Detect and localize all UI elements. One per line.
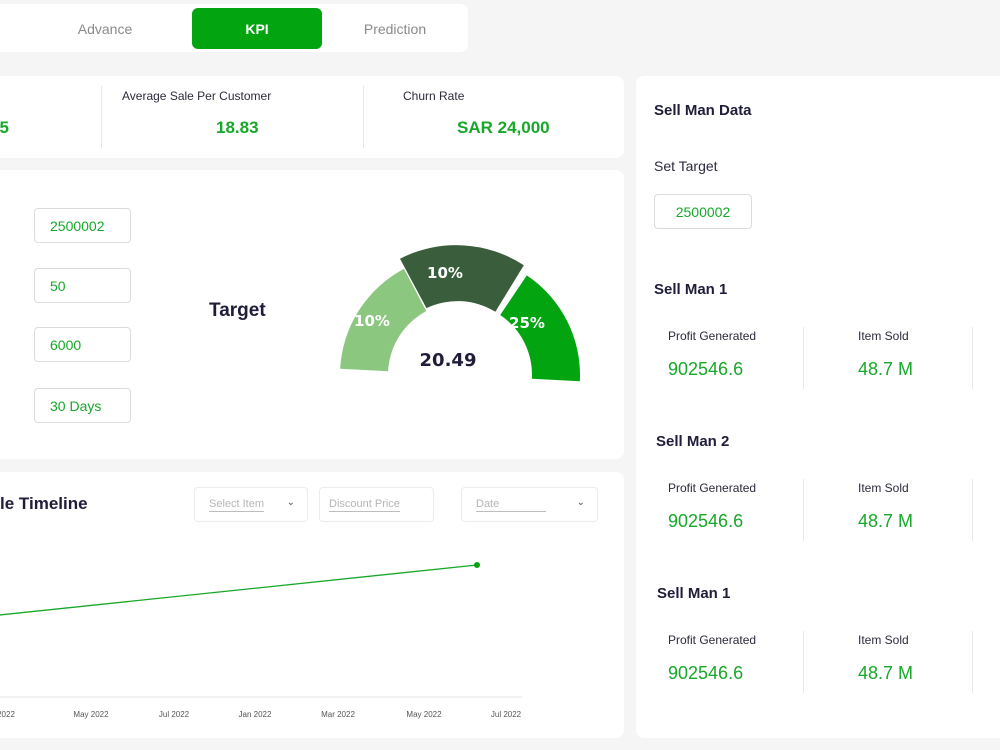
discount-price-placeholder: Discount Price bbox=[329, 498, 400, 512]
target-card: 2500002 50 6000 30 Days Target 10% 10% 2… bbox=[0, 170, 624, 459]
profit-label: Profit Generated bbox=[668, 329, 757, 343]
kpi-value-churn: SAR 24,000 bbox=[457, 118, 550, 137]
date-dropdown[interactable]: Date ⌄ bbox=[461, 487, 598, 522]
gauge-center-value: 20.49 bbox=[420, 350, 477, 371]
divider bbox=[363, 86, 364, 148]
select-item-dropdown[interactable]: Select Item ⌄ bbox=[194, 487, 308, 522]
kpi-value-avg-sale: 18.83 bbox=[216, 118, 259, 137]
timeline-chart bbox=[0, 562, 522, 698]
divider bbox=[972, 631, 973, 693]
x-tick: Jul 2022 bbox=[490, 710, 522, 719]
gauge-segment-3 bbox=[500, 275, 580, 382]
divider bbox=[972, 479, 973, 541]
x-tick: May 2022 bbox=[73, 710, 109, 719]
tab-kpi[interactable]: KPI bbox=[192, 8, 322, 49]
kpi-label-churn: Churn Rate bbox=[403, 89, 465, 103]
view-tabs: Advance KPI Prediction bbox=[0, 4, 468, 52]
target-heading: Target bbox=[209, 300, 266, 321]
gauge-label-2: 10% bbox=[427, 264, 463, 282]
profit-value: 902546.6 bbox=[668, 359, 744, 379]
x-tick: May 2022 bbox=[406, 710, 442, 719]
gauge-segment-2 bbox=[400, 245, 524, 312]
profit-value: 902546.6 bbox=[668, 511, 744, 531]
set-target-label: Set Target bbox=[654, 158, 718, 174]
sale-timeline-card: le Timeline Select Item ⌄ Discount Price… bbox=[0, 472, 624, 738]
sell-man-panel: Sell Man Data Set Target 2500002 Sell Ma… bbox=[636, 76, 1000, 738]
items-value: 48.7 M bbox=[858, 511, 914, 531]
date-placeholder: Date bbox=[476, 498, 546, 512]
gauge-label-3: 25% bbox=[509, 314, 545, 332]
target-input-units[interactable]: 6000 bbox=[34, 327, 131, 362]
profit-value: 902546.6 bbox=[668, 663, 744, 683]
kpi-card: 35 Average Sale Per Customer 18.83 Churn… bbox=[0, 76, 624, 158]
profit-label: Profit Generated bbox=[668, 481, 757, 495]
x-tick: Mar 2022 bbox=[321, 710, 355, 719]
sales-line bbox=[0, 564, 478, 616]
target-input-period[interactable]: 30 Days bbox=[34, 388, 131, 423]
set-target-input[interactable]: 2500002 bbox=[654, 194, 752, 229]
items-label: Item Sold bbox=[858, 329, 909, 343]
target-input-percent[interactable]: 50 bbox=[34, 268, 131, 303]
items-label: Item Sold bbox=[858, 481, 909, 495]
items-value: 48.7 M bbox=[858, 663, 914, 683]
divider bbox=[101, 86, 102, 148]
divider bbox=[972, 327, 973, 389]
select-item-placeholder: Select Item bbox=[209, 498, 265, 512]
sellman-name: Sell Man 1 bbox=[657, 585, 731, 602]
gauge-label-1: 10% bbox=[354, 312, 390, 330]
chevron-down-icon: ⌄ bbox=[576, 497, 585, 508]
discount-price-input[interactable]: Discount Price bbox=[319, 487, 434, 522]
chevron-down-icon: ⌄ bbox=[286, 497, 295, 508]
divider bbox=[803, 631, 804, 693]
timeline-title: le Timeline bbox=[0, 494, 88, 513]
sellman-name: Sell Man 2 bbox=[656, 433, 730, 450]
items-label: Item Sold bbox=[858, 633, 909, 647]
sellman-name: Sell Man 1 bbox=[654, 281, 728, 298]
profit-label: Profit Generated bbox=[668, 633, 757, 647]
divider bbox=[803, 327, 804, 389]
x-tick: Jul 2022 bbox=[158, 710, 190, 719]
target-input-amount[interactable]: 2500002 bbox=[34, 208, 131, 243]
tab-advance[interactable]: Advance bbox=[77, 20, 133, 37]
divider bbox=[803, 479, 804, 541]
kpi-value-0: 35 bbox=[0, 118, 9, 137]
x-tick: Jan 2022 bbox=[238, 710, 272, 719]
kpi-label-avg-sale: Average Sale Per Customer bbox=[122, 89, 272, 103]
sell-man-title: Sell Man Data bbox=[654, 102, 752, 119]
x-tick: Mar 2022 bbox=[0, 710, 15, 719]
tab-prediction[interactable]: Prediction bbox=[363, 20, 427, 37]
data-point bbox=[474, 562, 480, 568]
target-gauge: 10% 10% 25% 20.49 bbox=[340, 245, 580, 382]
gauge-segment-1 bbox=[340, 268, 427, 372]
items-value: 48.7 M bbox=[858, 359, 914, 379]
